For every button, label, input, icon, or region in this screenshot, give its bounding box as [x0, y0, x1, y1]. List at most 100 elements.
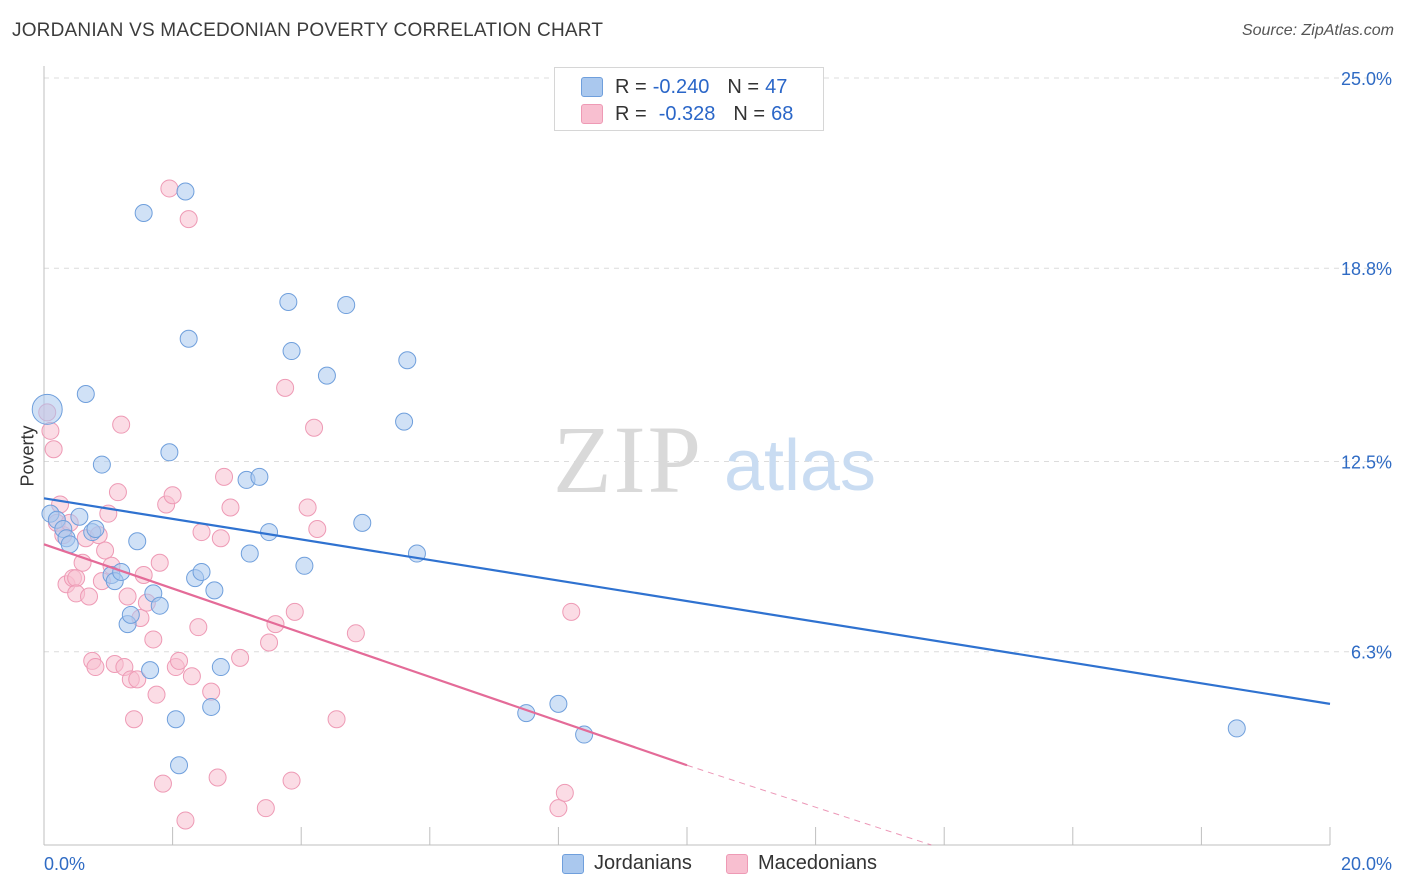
macedonian-point — [221, 498, 240, 517]
macedonian-point — [276, 378, 295, 397]
legend-r-label: R = — [615, 102, 647, 125]
jordanian-point — [250, 467, 269, 486]
jordanian-point — [192, 562, 211, 581]
jordanian-point — [240, 544, 259, 563]
macedonian-point — [231, 648, 250, 667]
macedonian-point — [80, 587, 99, 606]
legend-label-macedonians: Macedonians — [758, 852, 877, 874]
macedonians-points — [38, 179, 581, 830]
macedonian-point — [346, 624, 365, 643]
y-tick-label: 12.5% — [1341, 453, 1392, 473]
y-tick-label: 25.0% — [1341, 69, 1392, 89]
macedonian-point — [150, 553, 169, 572]
jordanian-point — [176, 182, 195, 201]
legend-n-value: 68 — [771, 102, 794, 125]
jordanian-point — [160, 443, 179, 462]
macedonian-point — [44, 440, 63, 459]
jordanian-point — [337, 296, 356, 315]
x-tick-label: 20.0% — [1341, 854, 1392, 874]
macedonian-point — [112, 415, 131, 434]
jordanian-point — [549, 694, 568, 713]
jordanian-point — [205, 581, 224, 600]
x-tick-label: 0.0% — [44, 854, 85, 874]
jordanians-points — [31, 182, 1246, 775]
legend-r-value: -0.240 — [652, 75, 710, 98]
macedonian-point — [285, 602, 304, 621]
series-legend: Jordanians Macedonians — [0, 852, 1406, 878]
macedonian-point — [202, 682, 221, 701]
macedonian-point — [189, 618, 208, 637]
jordanian-point — [121, 605, 140, 624]
jordanian-point — [170, 756, 189, 775]
macedonian-point — [147, 685, 166, 704]
watermark-zip: ZIP — [553, 406, 703, 513]
jordanians-trend-line — [43, 497, 1331, 705]
macedonian-point — [153, 774, 172, 793]
legend-row-jordanians: R = -0.240 N = 47 — [581, 74, 787, 100]
tick-labels: 6.3% 12.5% 18.8% 25.0% 0.0% 20.0% — [44, 69, 1392, 874]
jordanian-point — [1227, 719, 1246, 738]
jordanian-point — [150, 596, 169, 615]
macedonian-point — [160, 179, 179, 198]
jordanians-swatch — [581, 77, 603, 97]
macedonian-point — [41, 421, 60, 440]
jordanian-point — [128, 532, 147, 551]
jordanian-point — [398, 351, 417, 370]
grid — [44, 77, 1392, 653]
macedonian-point — [298, 498, 317, 517]
macedonians-swatch — [726, 853, 748, 874]
jordanian-point — [353, 513, 372, 532]
jordanian-point — [31, 393, 63, 425]
macedonian-point — [163, 486, 182, 505]
legend-row-macedonians: R = -0.328 N = 68 — [581, 101, 793, 127]
macedonian-point — [128, 670, 147, 689]
macedonian-point — [555, 783, 574, 802]
macedonian-point — [125, 710, 144, 729]
watermark-atlas: atlas — [724, 426, 876, 506]
macedonian-point — [192, 523, 211, 542]
macedonian-point — [260, 633, 279, 652]
legend-item-macedonians[interactable]: Macedonians — [726, 852, 877, 875]
macedonian-point — [144, 630, 163, 649]
jordanian-point — [70, 507, 89, 526]
macedonians-trend-extension — [686, 764, 932, 846]
macedonian-point — [182, 667, 201, 686]
macedonian-point — [305, 418, 324, 437]
watermark: ZIP atlas — [553, 406, 876, 513]
trend-lines — [43, 497, 1331, 846]
jordanian-point — [141, 661, 160, 680]
macedonian-point — [86, 658, 105, 677]
macedonian-point — [96, 541, 115, 560]
macedonian-point — [179, 210, 198, 229]
macedonian-point — [67, 569, 86, 588]
legend-n-value: 47 — [765, 75, 788, 98]
jordanian-point — [166, 710, 185, 729]
macedonian-point — [256, 799, 275, 818]
macedonian-point — [282, 771, 301, 790]
axes — [43, 66, 1331, 846]
macedonian-point — [211, 529, 230, 548]
correlation-legend: R = -0.240 N = 47 R = -0.328 N = 68 — [554, 67, 824, 131]
jordanian-point — [279, 292, 298, 311]
legend-r-value: -0.328 — [658, 102, 716, 125]
macedonian-point — [170, 651, 189, 670]
jordanian-point — [86, 519, 105, 538]
jordanian-point — [134, 203, 153, 222]
jordanian-point — [395, 412, 414, 431]
legend-label-jordanians: Jordanians — [594, 852, 692, 874]
jordanian-point — [282, 342, 301, 361]
source-label: Source: ZipAtlas.com — [1241, 22, 1394, 39]
jordanians-swatch — [562, 853, 584, 874]
macedonian-point — [176, 811, 195, 830]
macedonian-point — [562, 602, 581, 621]
macedonian-point — [327, 710, 346, 729]
jordanian-point — [179, 329, 198, 348]
legend-r-label: R = — [615, 75, 647, 98]
jordanian-point — [260, 523, 279, 542]
legend-item-jordanians[interactable]: Jordanians — [562, 852, 692, 875]
y-tick-label: 18.8% — [1341, 259, 1392, 279]
macedonian-point — [549, 799, 568, 818]
legend-n-label: N = — [727, 75, 760, 98]
macedonian-point — [118, 587, 137, 606]
